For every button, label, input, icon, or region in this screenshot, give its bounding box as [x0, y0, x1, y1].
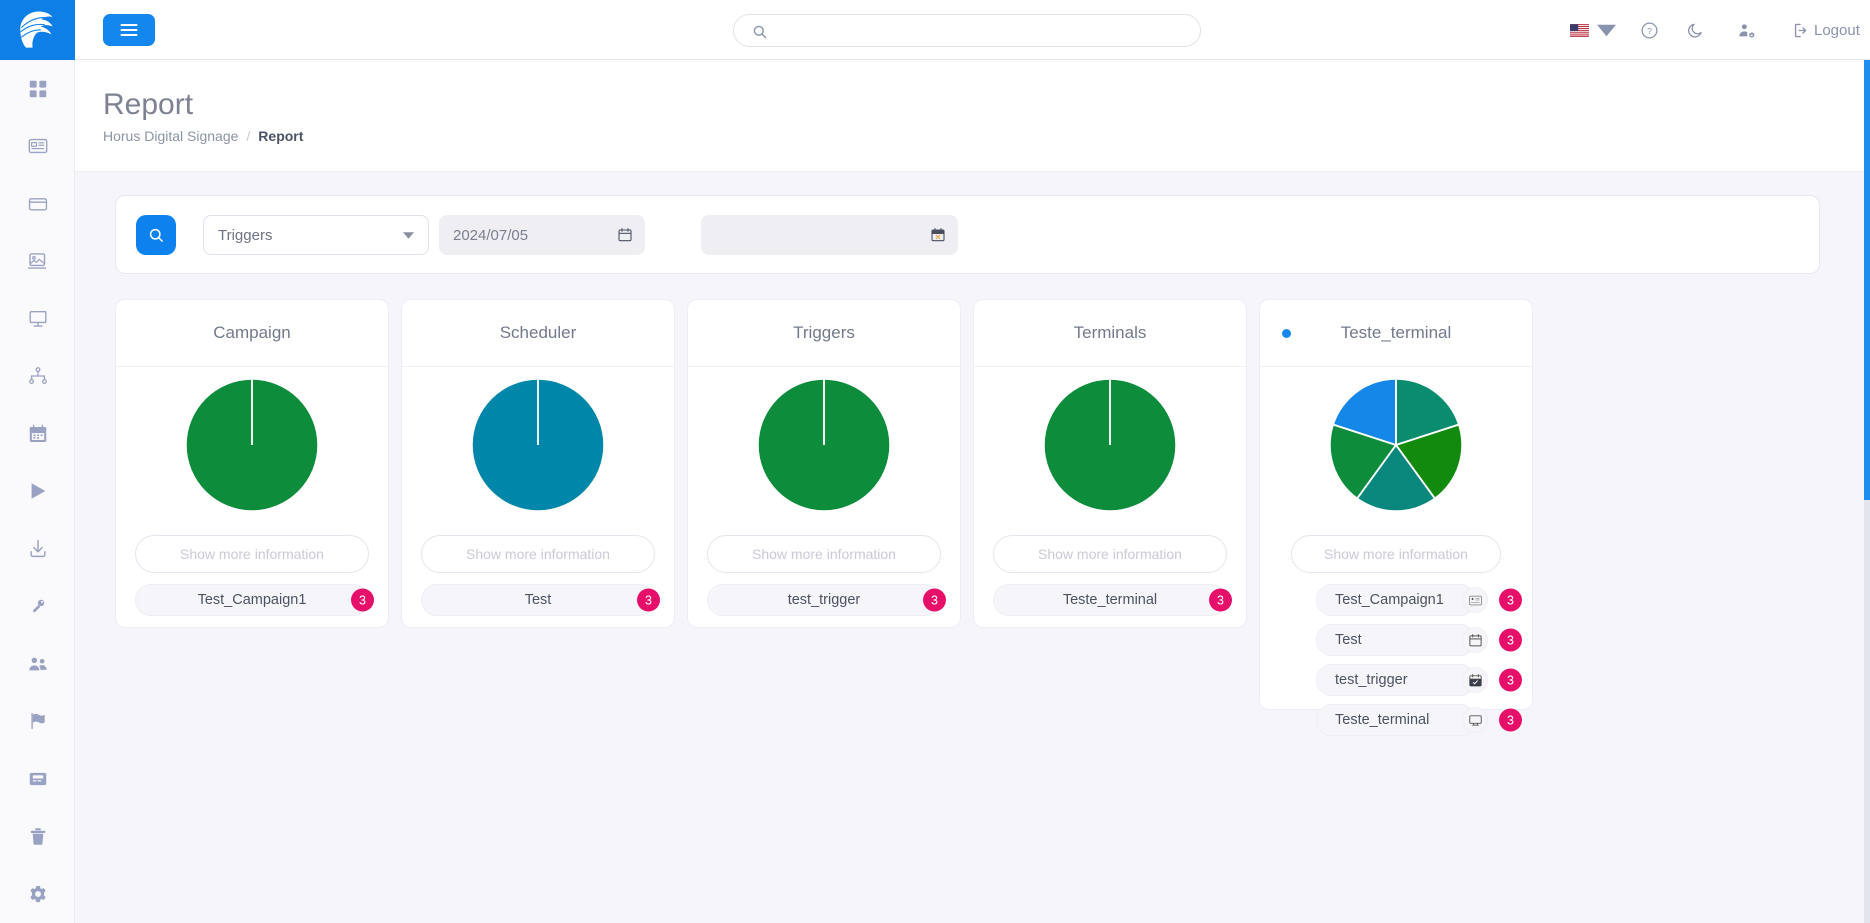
svg-text:?: ?: [1647, 26, 1652, 36]
